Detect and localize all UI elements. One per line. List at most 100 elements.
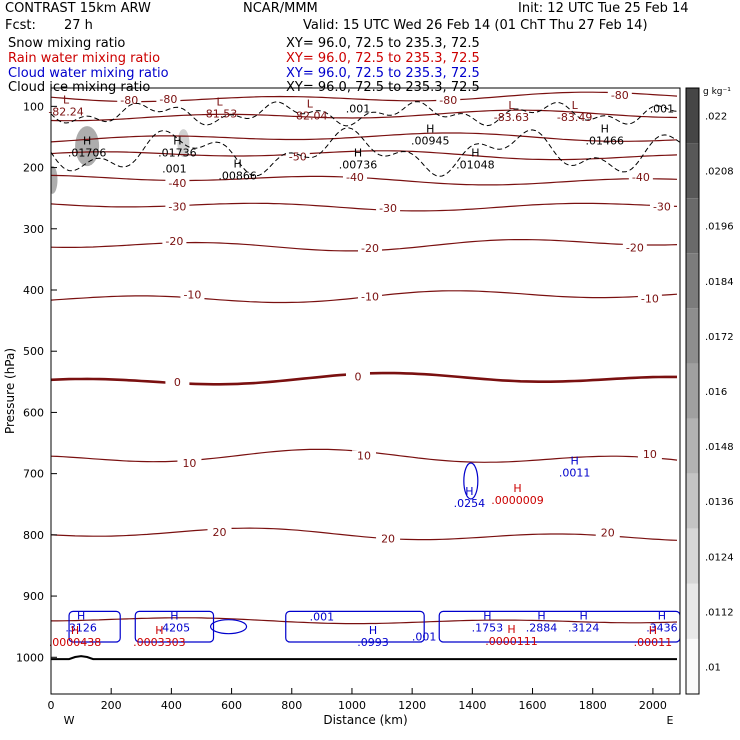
colorbar-tick-label: .0196 [705, 222, 734, 233]
x-tick-label: 0 [48, 699, 55, 712]
temperature-contour-label: 20 [213, 526, 227, 539]
x-tick-label: 1600 [519, 699, 547, 712]
rain-high-marker: H [513, 482, 521, 495]
ice-contour-label: .001 [346, 102, 371, 115]
temperature-contour-line [51, 617, 678, 625]
cloud-water-contour [68, 610, 121, 643]
temperature-contour-label: 20 [381, 533, 395, 546]
contour-label-bg [376, 202, 401, 214]
cloud-high-value: .3436 [646, 621, 678, 634]
contour-label-bg [177, 457, 202, 469]
ice-high-value: .01466 [586, 135, 625, 148]
temperature-contour-label: -10 [641, 292, 659, 305]
cloud-high-value: .2884 [526, 621, 558, 634]
field-name-rain: Rain water mixing ratio [8, 51, 161, 66]
cloud-contour-label: .001 [412, 631, 437, 644]
cloud-high-value: .4205 [159, 621, 191, 634]
cloud-high-value: .3126 [65, 621, 97, 634]
direction-label: W [64, 714, 75, 727]
model-title: CONTRAST 15km ARW [5, 1, 151, 16]
temperature-contour-label: -10 [361, 291, 379, 304]
y-tick-label: 100 [23, 100, 44, 113]
x-axis-title: Distance (km) [323, 713, 407, 727]
contour-label-bg [637, 293, 662, 305]
temperature-contour-label: -30 [653, 201, 671, 214]
contour-label-bg [285, 151, 310, 163]
colorbar-frame [685, 87, 700, 695]
temperature-contour-label: -30 [379, 202, 397, 215]
colorbar-tick-label: .0172 [705, 332, 734, 343]
ice-high-value: .01048 [456, 159, 495, 172]
cloud-high-value: .0254 [454, 497, 486, 510]
temperature-contour-line [51, 202, 678, 212]
y-tick-label: 900 [23, 590, 44, 603]
colorbar-tick-label: .01 [705, 662, 721, 673]
cloud-high-marker: H [77, 609, 85, 622]
temperature-contour-label: -40 [168, 177, 186, 190]
temperature-low-value: -83.63 [494, 111, 529, 124]
ice-contour-label: .001 [650, 102, 675, 115]
temperature-contour-label: -20 [361, 242, 379, 255]
cloud-water-contour [209, 619, 248, 635]
y-tick-label: 400 [23, 284, 44, 297]
temperature-low-value: -82.24 [48, 105, 83, 118]
terrain-line [51, 655, 677, 661]
contour-label-bg [162, 235, 187, 247]
temperature-low-value: -83.49 [557, 111, 592, 124]
ice-high-value: .01706 [68, 146, 107, 159]
x-tick-label: 2000 [639, 699, 667, 712]
field-xy-cloud: XY= 96.0, 72.5 to 235.3, 72.5 [286, 66, 480, 81]
y-tick-label: 300 [23, 223, 44, 236]
colorbar-segment [686, 308, 699, 364]
temperature-contour-label: -50 [289, 151, 307, 164]
forecast-label: Fcst: [5, 18, 36, 33]
temperature-contour-label: 0 [174, 376, 181, 389]
temperature-low-marker: L [63, 93, 70, 106]
temperature-contour-label: -20 [165, 235, 183, 248]
x-tick-label: 1000 [338, 699, 366, 712]
forecast-hour: 27 h [64, 18, 93, 33]
temperature-contour-label: -80 [120, 94, 138, 107]
temperature-low-value: -81.53 [202, 108, 237, 121]
contour-label-bg [376, 533, 401, 545]
colorbar-segment [686, 253, 699, 309]
plot-content: -80 -80 -80 -80 -50 -40 -40 -40 -30 -30 -30 -20 -20 -… [51, 89, 680, 661]
y-tick-label: 500 [23, 345, 44, 358]
contour-label-bg [180, 289, 205, 301]
temperature-contour-label: -40 [346, 171, 364, 184]
direction-label: E [666, 714, 673, 727]
init-time: Init: 12 UTC Tue 25 Feb 14 [518, 1, 689, 16]
x-tick-label: 600 [221, 699, 242, 712]
cloud-water-contour [463, 462, 479, 500]
contour-label-bg [345, 371, 370, 383]
cloud-high-marker: H [537, 609, 545, 622]
colorbar-tick-label: .0148 [705, 442, 734, 453]
snow-shade [51, 165, 58, 194]
temperature-contour-label: -20 [626, 242, 644, 255]
contour-label-bg [595, 527, 620, 539]
colorbar-tick-label: .0208 [705, 167, 734, 178]
y-tick-label: 700 [23, 468, 44, 481]
field-name-snow: Snow mixing ratio [8, 36, 126, 51]
cloud-high-marker: H [483, 609, 491, 622]
rain-high-marker: H [155, 624, 163, 637]
colorbar-segment [686, 418, 699, 474]
ice-high-value: .00736 [339, 159, 378, 172]
rain-high-value: .00011 [634, 636, 673, 649]
contour-label-bg [628, 171, 653, 183]
ice-high-marker: H [471, 147, 479, 160]
ice-high-marker: H [83, 134, 91, 147]
contour-label-bg [165, 177, 190, 189]
field-xy-rain: XY= 96.0, 72.5 to 235.3, 72.5 [286, 51, 480, 66]
colorbar-segment [686, 528, 699, 584]
cloud-high-marker: H [658, 609, 666, 622]
contour-label-bg [622, 242, 647, 254]
cloud-ice-contour [51, 101, 680, 127]
ice-high-marker: H [173, 134, 181, 147]
colorbar-segment [686, 638, 699, 694]
temperature-contour-line [51, 527, 678, 541]
colorbar-tick-label: .0184 [705, 277, 734, 288]
rain-high-value: .0000009 [491, 494, 544, 507]
colorbar-segment [686, 583, 699, 639]
